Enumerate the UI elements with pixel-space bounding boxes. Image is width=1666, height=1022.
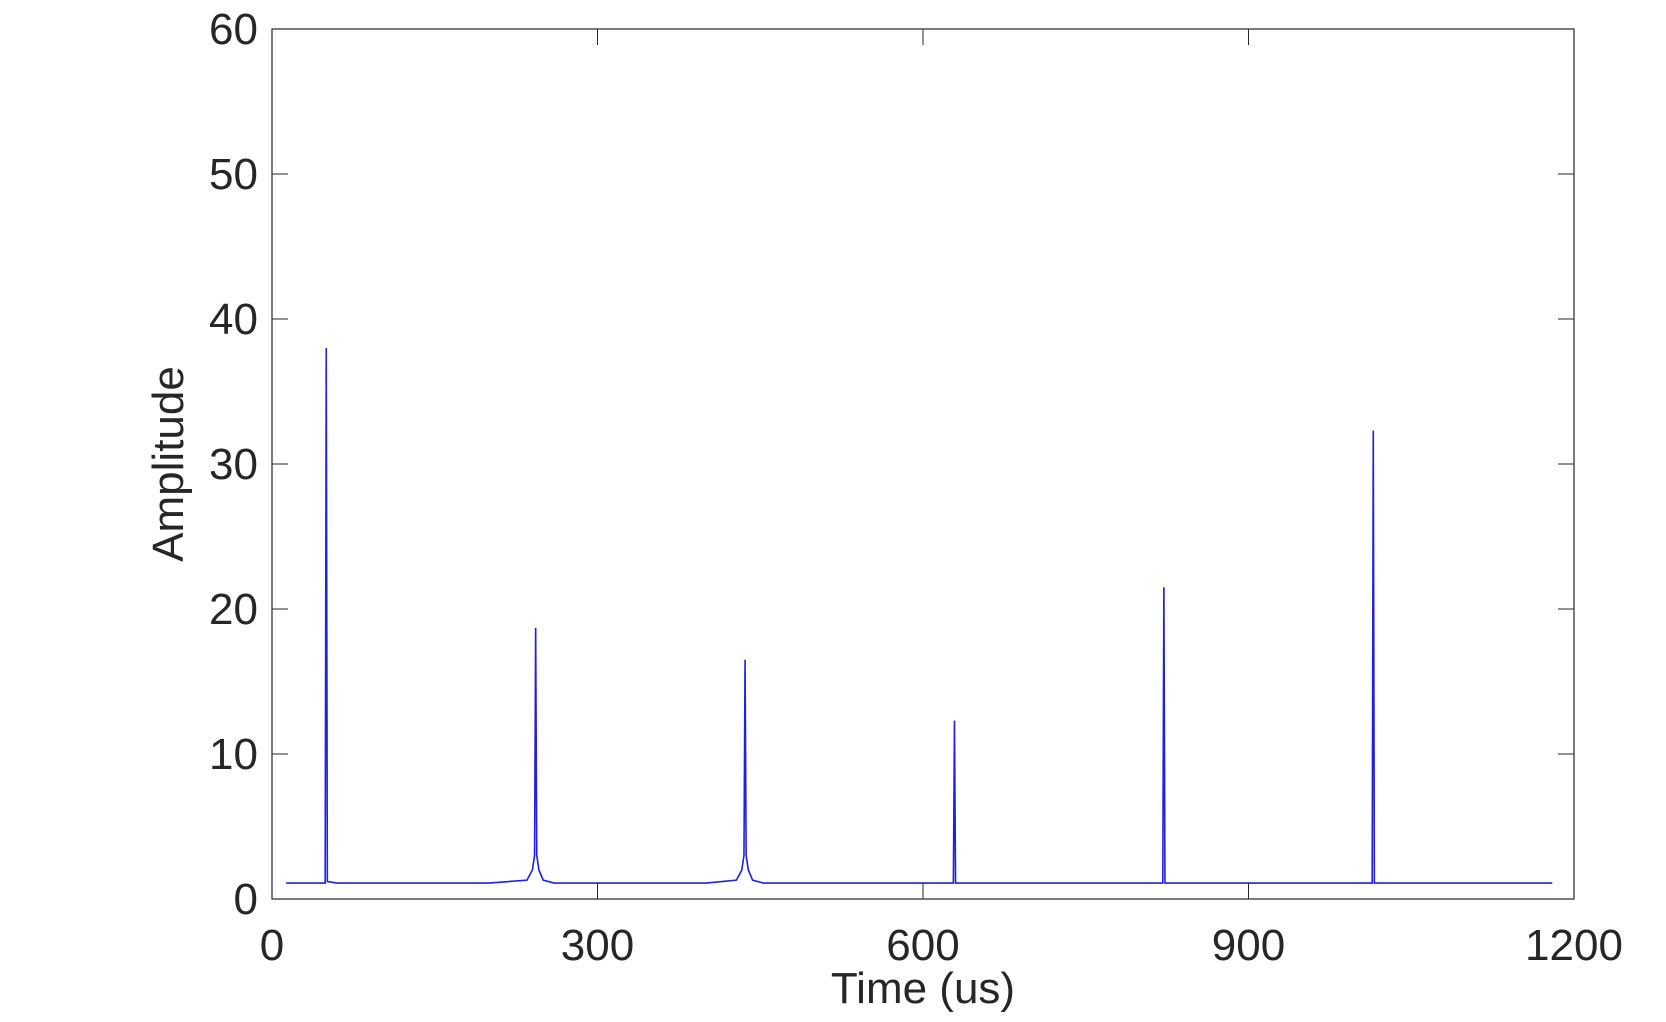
y-tick-label: 0 <box>234 875 258 924</box>
y-tick-label: 10 <box>209 730 258 779</box>
data-line <box>286 347 1553 884</box>
y-tick-label: 30 <box>209 440 258 489</box>
x-tick-label: 1200 <box>1525 921 1623 970</box>
x-tick-label: 900 <box>1212 921 1285 970</box>
x-tick-label: 300 <box>561 921 634 970</box>
x-tick-label: 600 <box>886 921 959 970</box>
axes-box <box>271 28 1575 900</box>
x-tick-label: 0 <box>260 921 284 970</box>
y-axis-label: Amplitude <box>144 366 193 562</box>
plot-area <box>272 29 1574 899</box>
y-tick-label: 40 <box>209 295 258 344</box>
y-tick-label: 50 <box>209 150 258 199</box>
y-tick-label: 20 <box>209 585 258 634</box>
x-axis-label: Time (us) <box>831 964 1015 1013</box>
y-tick-label: 60 <box>209 5 258 54</box>
